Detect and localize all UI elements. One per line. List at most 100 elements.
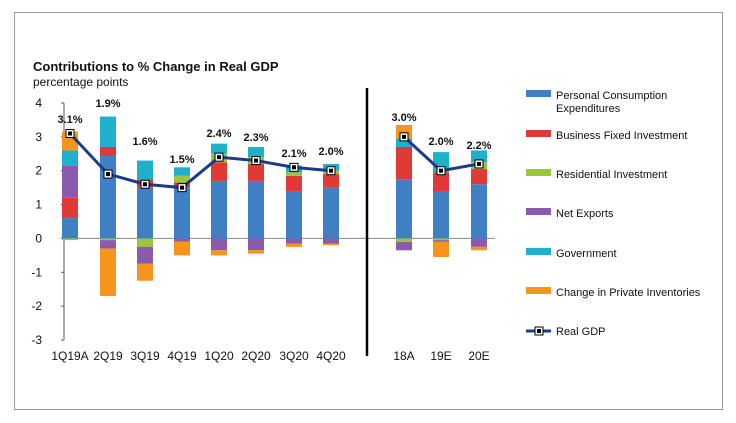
bar-segment bbox=[323, 174, 339, 188]
chart-frame bbox=[14, 12, 723, 410]
bar-segment bbox=[286, 175, 302, 192]
data-label: 2.1% bbox=[281, 148, 306, 160]
bar-segment bbox=[62, 150, 78, 166]
real-gdp-marker-dot bbox=[180, 185, 184, 190]
y-tick-label: 0 bbox=[35, 231, 42, 245]
bar-segment bbox=[471, 184, 487, 239]
legend-swatch bbox=[526, 169, 551, 176]
bar-segment bbox=[137, 160, 153, 180]
chart-title: Contributions to % Change in Real GDP bbox=[33, 59, 279, 74]
bar-segment bbox=[433, 238, 449, 241]
x-tick-label: 18A bbox=[393, 349, 414, 363]
x-tick-label: 1Q19A bbox=[51, 349, 88, 363]
x-tick-label: 2Q20 bbox=[241, 349, 271, 363]
y-tick-label: 2 bbox=[35, 164, 42, 178]
x-tick-label: 2Q19 bbox=[93, 349, 123, 363]
bar-segment bbox=[211, 162, 227, 181]
real-gdp-marker-dot bbox=[143, 182, 147, 187]
legend-label: Business Fixed Investment bbox=[556, 130, 687, 142]
bar-segment bbox=[62, 238, 78, 241]
legend-swatch bbox=[526, 130, 551, 137]
bar-segment bbox=[471, 246, 487, 251]
data-label: 2.0% bbox=[428, 136, 453, 148]
y-tick-label: -1 bbox=[31, 265, 42, 279]
legend-swatch bbox=[526, 208, 551, 215]
bar-segment bbox=[174, 175, 190, 183]
data-label: 2.0% bbox=[318, 146, 343, 158]
x-tick-label: 3Q19 bbox=[130, 349, 160, 363]
bar-segment bbox=[211, 143, 227, 154]
bar-segment bbox=[471, 238, 487, 247]
x-tick-label: 19E bbox=[430, 349, 451, 363]
bar-segment bbox=[433, 172, 449, 192]
bar-segment bbox=[396, 241, 412, 251]
bar-segment bbox=[433, 241, 449, 258]
legend-swatch bbox=[526, 90, 551, 97]
bar-segment bbox=[62, 218, 78, 239]
legend-marker-dot bbox=[537, 329, 541, 333]
y-tick-label: -2 bbox=[31, 299, 42, 313]
bar-segment bbox=[100, 238, 116, 241]
data-label: 2.3% bbox=[243, 132, 268, 144]
bar-segment bbox=[433, 191, 449, 239]
bar-segment bbox=[323, 243, 339, 246]
y-tick-label: -3 bbox=[31, 333, 42, 347]
bar-segment bbox=[100, 147, 116, 156]
legend-swatch bbox=[526, 248, 551, 255]
data-label: 2.4% bbox=[206, 128, 231, 140]
y-tick-label: 4 bbox=[35, 96, 42, 110]
bar-segment bbox=[137, 187, 153, 239]
bar-segment bbox=[286, 243, 302, 247]
bar-segment bbox=[248, 238, 264, 251]
bar-segment bbox=[433, 240, 449, 242]
bar-segment bbox=[137, 246, 153, 264]
bar-segment bbox=[211, 180, 227, 239]
bar-segment bbox=[248, 163, 264, 181]
bar-segment bbox=[137, 263, 153, 281]
real-gdp-marker-dot bbox=[254, 158, 258, 163]
bar-segment bbox=[396, 179, 412, 239]
legend-swatch bbox=[526, 287, 551, 294]
x-tick-label: 4Q20 bbox=[316, 349, 346, 363]
bar-segment bbox=[100, 116, 116, 148]
bar-segment bbox=[286, 238, 302, 244]
bar-segment bbox=[286, 191, 302, 239]
real-gdp-marker-dot bbox=[402, 134, 406, 139]
x-tick-label: 20E bbox=[468, 349, 489, 363]
y-tick-label: 1 bbox=[35, 198, 42, 212]
real-gdp-marker-dot bbox=[329, 168, 333, 173]
legend-label: Residential Investment bbox=[556, 169, 667, 181]
legend-label: Change in Private Inventories bbox=[556, 287, 701, 299]
y-tick-label: 3 bbox=[35, 130, 42, 144]
bar-segment bbox=[323, 238, 339, 244]
legend-label: Expenditures bbox=[556, 103, 621, 115]
data-label: 3.0% bbox=[391, 112, 416, 124]
bar-segment bbox=[100, 240, 116, 249]
bar-segment bbox=[62, 165, 78, 198]
bar-segment bbox=[211, 238, 227, 251]
bar-segment bbox=[174, 238, 190, 242]
bar-segment bbox=[248, 250, 264, 254]
legend-label: Personal Consumption bbox=[556, 90, 667, 102]
bar-segment bbox=[286, 172, 302, 176]
real-gdp-marker-dot bbox=[68, 131, 72, 136]
x-tick-label: 4Q19 bbox=[167, 349, 197, 363]
real-gdp-marker-dot bbox=[292, 165, 296, 170]
bar-segment bbox=[248, 147, 264, 158]
bar-segment bbox=[471, 150, 487, 163]
x-tick-label: 1Q20 bbox=[204, 349, 234, 363]
data-label: 1.9% bbox=[95, 98, 120, 110]
x-tick-label: 3Q20 bbox=[279, 349, 309, 363]
data-label: 2.2% bbox=[466, 140, 491, 152]
data-label: 1.6% bbox=[132, 136, 157, 148]
bar-segment bbox=[174, 167, 190, 176]
real-gdp-marker-dot bbox=[106, 172, 110, 177]
bar-segment bbox=[323, 187, 339, 239]
legend-label: Real GDP bbox=[556, 326, 606, 338]
bar-segment bbox=[137, 238, 153, 247]
bar-segment bbox=[396, 138, 412, 148]
bar-segment bbox=[62, 197, 78, 219]
legend-label: Government bbox=[556, 248, 617, 260]
bar-segment bbox=[211, 250, 227, 256]
